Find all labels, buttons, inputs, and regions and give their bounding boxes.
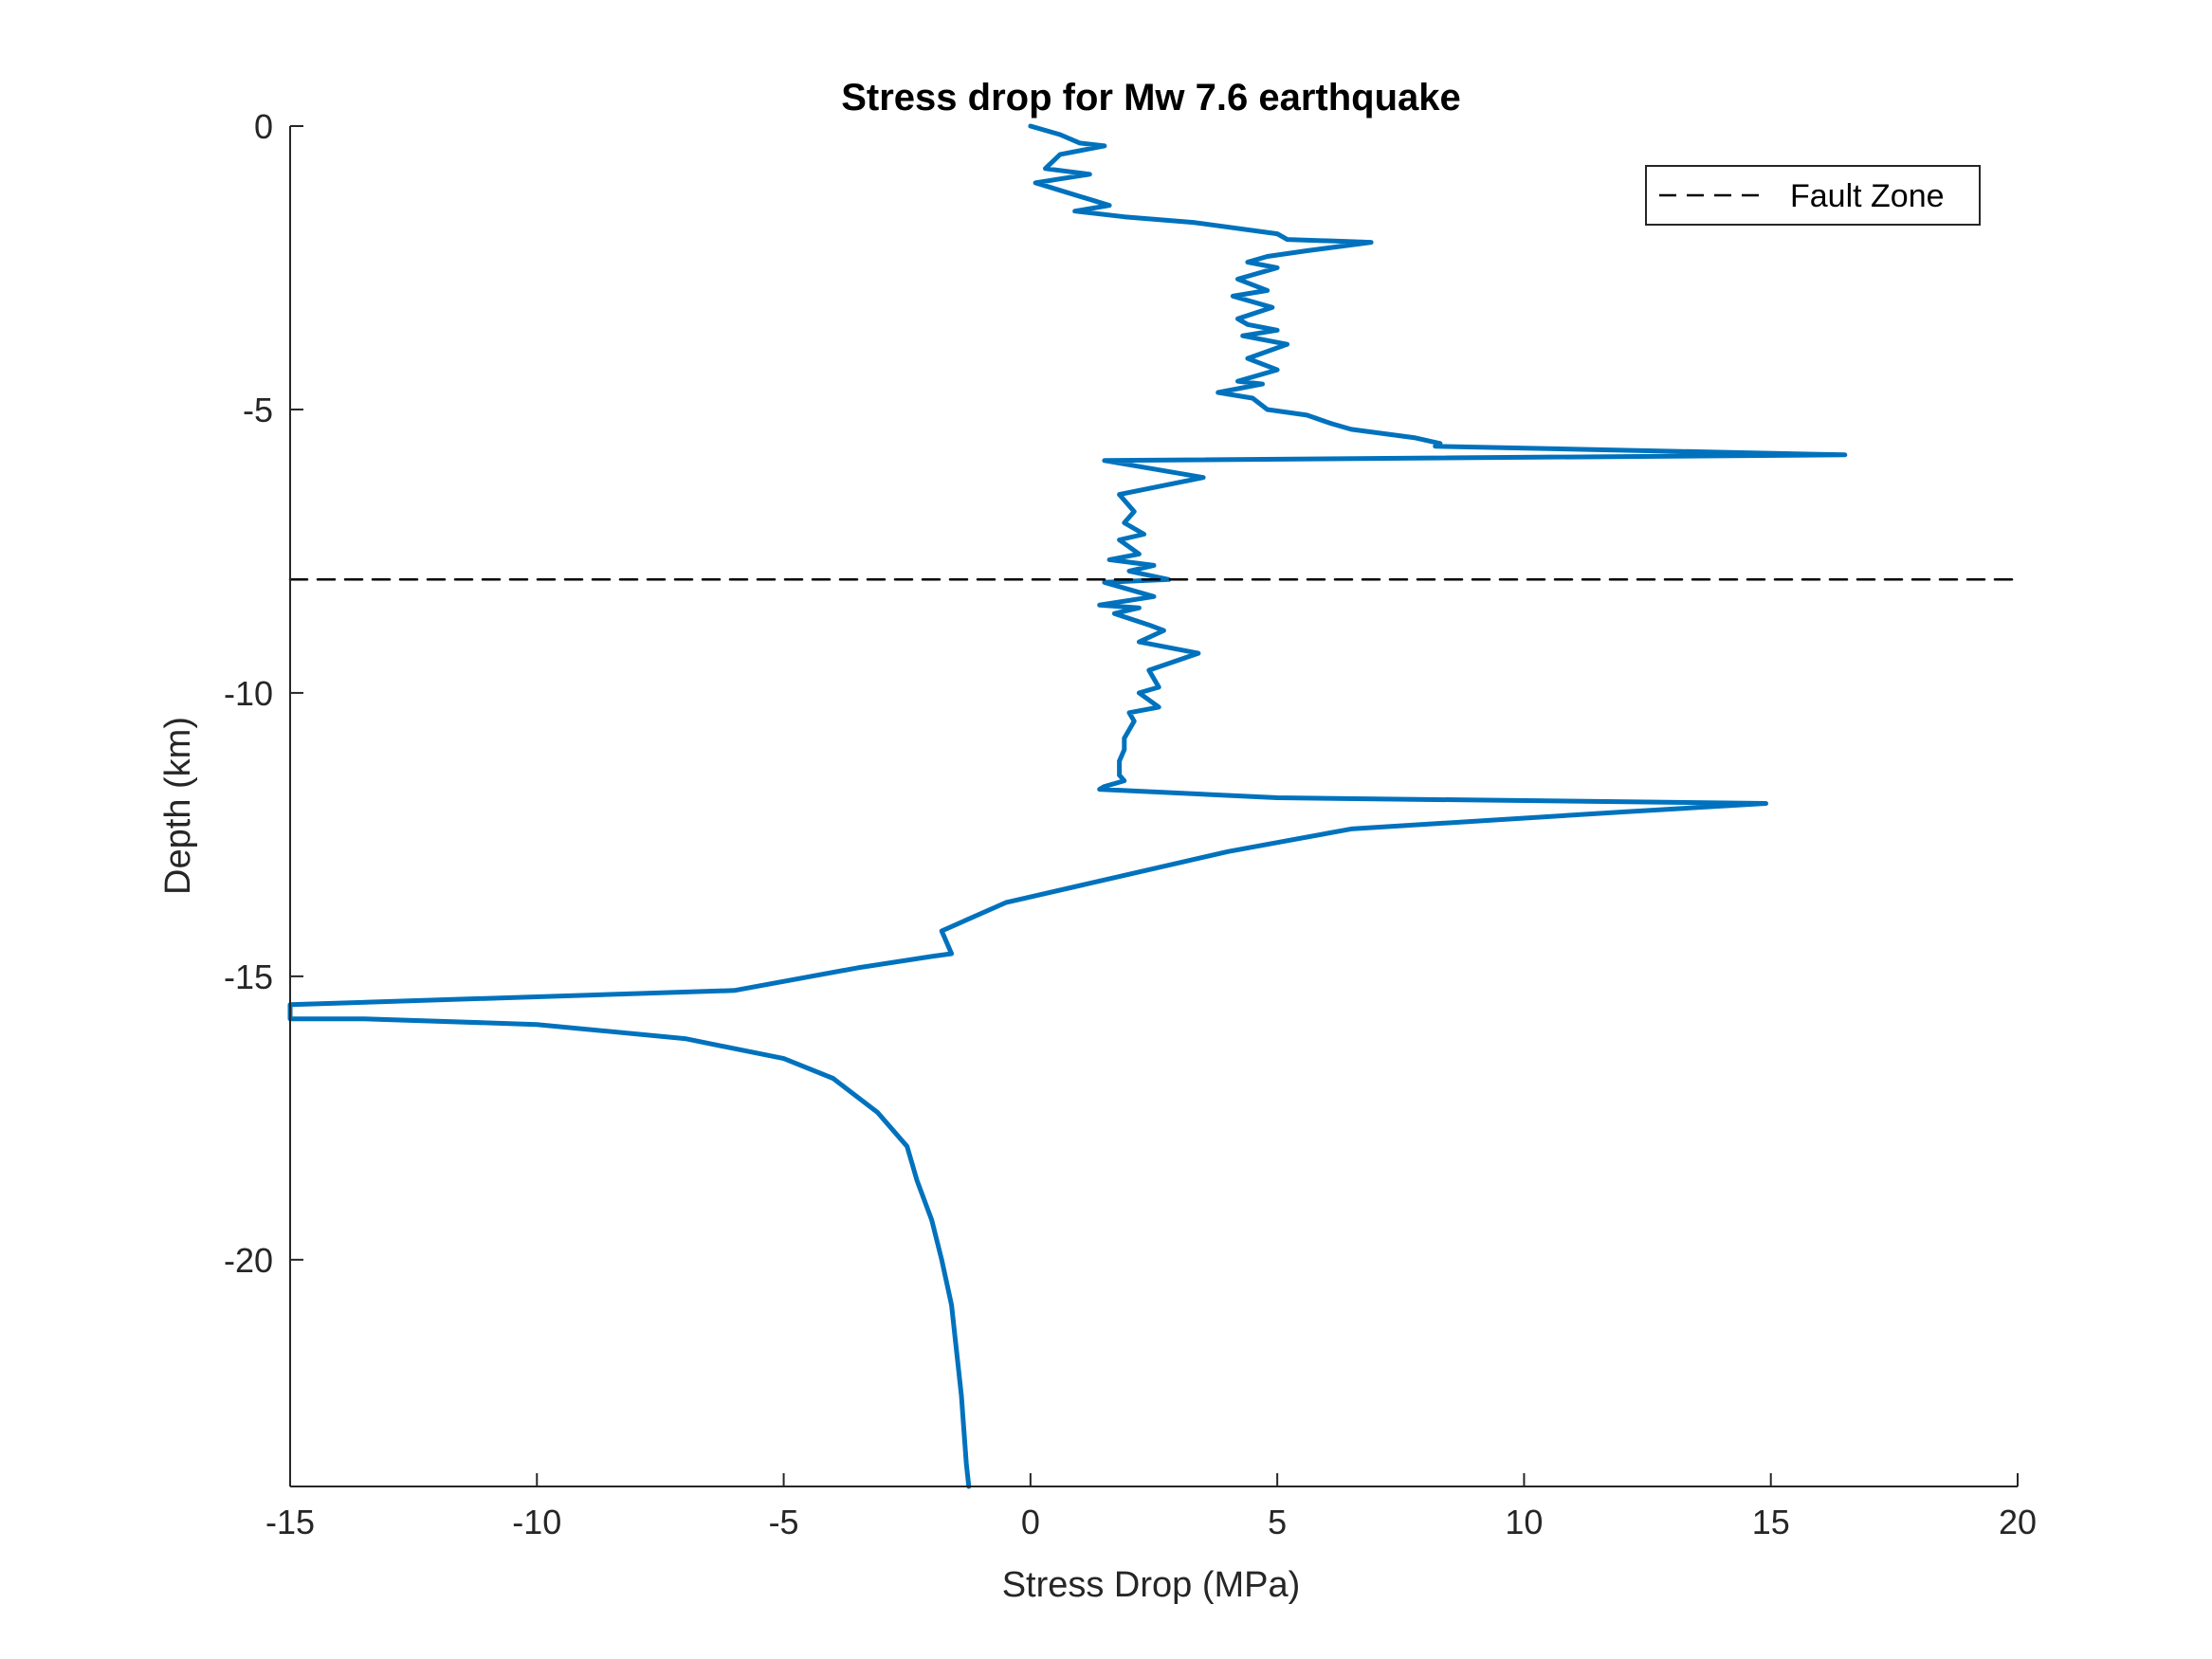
- x-tick-label: 15: [1752, 1503, 1790, 1541]
- x-tick-label: -5: [769, 1503, 799, 1541]
- x-tick-label: 20: [1999, 1503, 2037, 1541]
- chart-title: Stress drop for Mw 7.6 earthquake: [841, 77, 1461, 118]
- legend: Fault Zone: [1645, 165, 1981, 226]
- y-tick-label: -20: [224, 1241, 273, 1280]
- x-tick-label: -15: [265, 1503, 315, 1541]
- x-axis-label: Stress Drop (MPa): [1002, 1565, 1301, 1605]
- plot-area: [287, 123, 2020, 1489]
- x-tick-label: 0: [1021, 1503, 1040, 1541]
- x-tick-label: 10: [1505, 1503, 1543, 1541]
- x-axis: -15 -10 -5 0 5 10 15 20: [265, 1473, 2037, 1541]
- series-line-stress-drop: [287, 123, 1848, 1489]
- x-tick-label: 5: [1268, 1503, 1287, 1541]
- y-tick-label: 0: [254, 107, 273, 146]
- y-tick-label: -10: [224, 674, 273, 713]
- y-tick-label: -5: [243, 391, 273, 429]
- y-axis-label: Depth (km): [158, 717, 198, 895]
- y-tick-label: -15: [224, 957, 273, 996]
- y-axis: 0 -5 -10 -15 -20: [224, 107, 303, 1486]
- x-tick-label: -10: [512, 1503, 561, 1541]
- legend-fault-zone-label: Fault Zone: [1790, 178, 1945, 214]
